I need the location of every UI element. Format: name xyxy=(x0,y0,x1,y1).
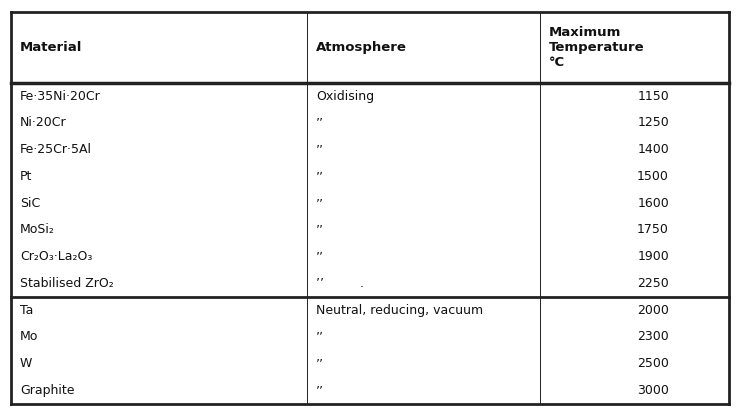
Text: SiC: SiC xyxy=(20,197,40,210)
Text: 1250: 1250 xyxy=(637,117,669,129)
Text: Graphite: Graphite xyxy=(20,384,75,397)
Text: 1750: 1750 xyxy=(637,223,669,236)
Text: Neutral, reducing, vacuum: Neutral, reducing, vacuum xyxy=(316,304,483,317)
Text: Fe·25Cr·5Al: Fe·25Cr·5Al xyxy=(20,143,92,156)
Text: Maximum
Temperature
°C: Maximum Temperature °C xyxy=(549,26,645,69)
Text: 1900: 1900 xyxy=(637,250,669,263)
Text: ’’: ’’ xyxy=(316,117,324,129)
Text: Stabilised ZrO₂: Stabilised ZrO₂ xyxy=(20,277,114,290)
Text: MoSi₂: MoSi₂ xyxy=(20,223,55,236)
Text: Atmosphere: Atmosphere xyxy=(316,41,407,54)
Text: Cr₂O₃·La₂O₃: Cr₂O₃·La₂O₃ xyxy=(20,250,92,263)
Text: Ta: Ta xyxy=(20,304,33,317)
Text: 1600: 1600 xyxy=(637,197,669,210)
Text: Fe·35Ni·20Cr: Fe·35Ni·20Cr xyxy=(20,90,101,103)
Text: 2250: 2250 xyxy=(637,277,669,290)
Text: ’’: ’’ xyxy=(316,330,324,343)
Text: W: W xyxy=(20,357,33,370)
Text: 1500: 1500 xyxy=(637,170,669,183)
Text: 1400: 1400 xyxy=(637,143,669,156)
Text: ’’: ’’ xyxy=(316,197,324,210)
Text: 2500: 2500 xyxy=(637,357,669,370)
Text: Oxidising: Oxidising xyxy=(316,90,374,103)
Text: 1150: 1150 xyxy=(637,90,669,103)
Text: Pt: Pt xyxy=(20,170,33,183)
Text: 2300: 2300 xyxy=(637,330,669,343)
Text: 3000: 3000 xyxy=(637,384,669,397)
Text: ’’: ’’ xyxy=(316,223,324,236)
Text: Material: Material xyxy=(20,41,82,54)
Text: Ni·20Cr: Ni·20Cr xyxy=(20,117,67,129)
Text: 2000: 2000 xyxy=(637,304,669,317)
Text: Mo: Mo xyxy=(20,330,38,343)
Text: ’’         .: ’’ . xyxy=(316,277,364,290)
Text: ’’: ’’ xyxy=(316,384,324,397)
Text: ’’: ’’ xyxy=(316,170,324,183)
Text: ’’: ’’ xyxy=(316,357,324,370)
Text: ’’: ’’ xyxy=(316,250,324,263)
Text: ’’: ’’ xyxy=(316,143,324,156)
